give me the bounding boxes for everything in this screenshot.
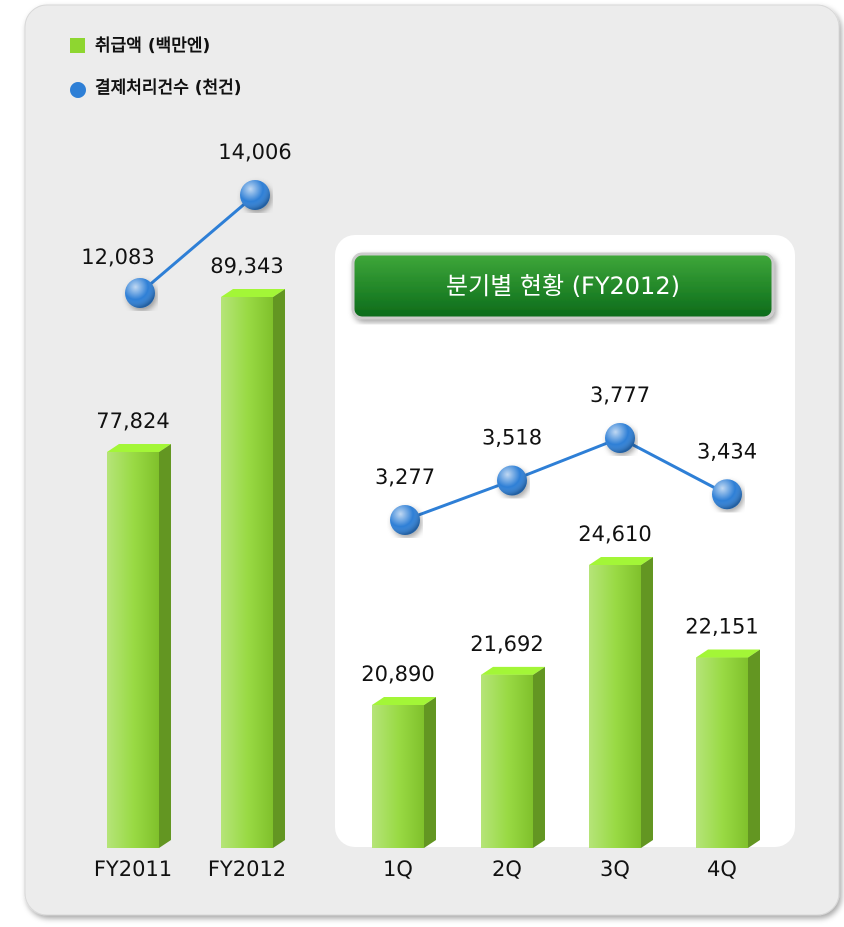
data-label: 21,692 — [470, 632, 543, 656]
x-tick-label: FY2011 — [94, 857, 172, 881]
x-tick-label: FY2012 — [208, 857, 286, 881]
data-label: 20,890 — [361, 662, 434, 686]
x-tick-label: 3Q — [600, 857, 630, 881]
data-label: 3,434 — [697, 439, 757, 463]
legend-label: 결제처리건수 (천건) — [95, 78, 242, 98]
bar-side — [748, 649, 760, 848]
bar-shade — [107, 452, 159, 848]
bar-top — [696, 649, 760, 658]
bar-side — [273, 289, 285, 848]
data-label: 12,083 — [81, 245, 154, 269]
bar-top — [589, 557, 653, 565]
data-label: 3,277 — [375, 465, 435, 489]
bar-top — [372, 697, 436, 705]
line — [404, 436, 728, 522]
bar-shade — [481, 674, 533, 848]
inner-panel — [335, 235, 795, 847]
bar-shade — [221, 297, 273, 848]
x-tick-label: 2Q — [492, 857, 522, 881]
point-gloss — [125, 278, 155, 308]
line — [139, 193, 256, 295]
x-tick-label: 4Q — [707, 857, 737, 881]
data-label: 22,151 — [685, 615, 758, 639]
point-gloss — [390, 505, 420, 535]
bar-side — [424, 697, 436, 848]
legend-swatch — [70, 38, 85, 53]
bar-side — [533, 666, 545, 848]
point-gloss — [605, 423, 635, 453]
bar-shade — [696, 657, 748, 848]
point-gloss — [240, 180, 270, 210]
data-label: 14,006 — [218, 140, 291, 164]
bar-top — [221, 289, 285, 297]
legend-label: 취급액 (백만엔) — [95, 35, 210, 56]
bar-shade — [372, 705, 424, 848]
bar-side — [159, 444, 171, 848]
bar-top — [481, 666, 545, 675]
panel-title-box — [351, 252, 775, 320]
x-tick-label: 1Q — [383, 857, 413, 881]
bar-side — [641, 557, 653, 848]
point-gloss — [712, 479, 742, 510]
bar-top — [107, 444, 171, 452]
bar-shade — [589, 565, 641, 848]
data-label: 3,777 — [590, 383, 650, 407]
data-label: 77,824 — [96, 409, 169, 433]
data-label: 24,610 — [578, 522, 651, 546]
legend-swatch — [70, 82, 86, 98]
panel-title: 분기별 현황 (FY2012) — [446, 272, 680, 300]
point-gloss — [497, 465, 527, 496]
data-label: 3,518 — [482, 425, 542, 449]
data-label: 89,343 — [210, 254, 283, 278]
